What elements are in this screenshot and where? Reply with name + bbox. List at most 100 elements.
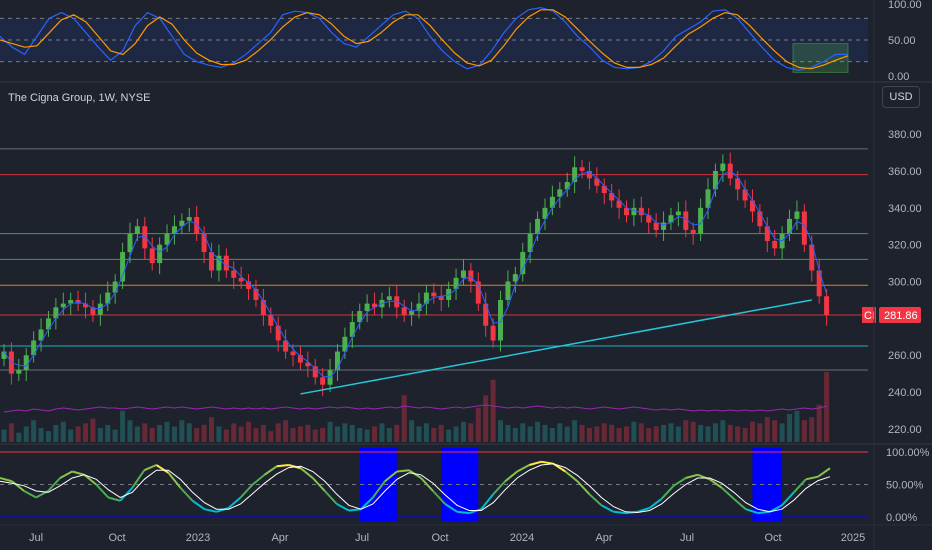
candle-body: [757, 211, 763, 227]
oscillator-colored-line: [637, 506, 650, 513]
volume-bar: [120, 410, 126, 442]
volume-bar: [749, 421, 755, 442]
volume-bar: [787, 414, 793, 442]
volume-bar: [423, 423, 429, 442]
volume-bar: [231, 423, 237, 442]
volume-bar: [342, 423, 348, 442]
candle-body: [97, 303, 103, 315]
oscillator-colored-line: [769, 504, 783, 513]
oscillator-colored-line: [47, 477, 61, 492]
oscillator-colored-line: [227, 496, 242, 509]
oscillator-colored-line: [119, 487, 134, 502]
volume-bar: [409, 420, 415, 442]
volume-bar: [334, 426, 340, 442]
volume-bar: [586, 428, 592, 442]
currency-button[interactable]: USD: [882, 86, 920, 108]
candle-body: [75, 299, 81, 304]
volume-bar: [327, 421, 333, 442]
price-tick-label: 380.00: [888, 129, 922, 141]
candle-body: [490, 325, 496, 341]
volume-bar: [171, 426, 177, 442]
volume-bar: [757, 423, 763, 442]
stochastic-k-line: [0, 6, 848, 71]
volume-bar: [720, 420, 726, 442]
volume-bar: [735, 426, 741, 442]
oscillator-colored-line: [216, 506, 229, 513]
oscillator-colored-line: [251, 473, 266, 486]
volume-bar: [164, 421, 170, 442]
candle-body: [483, 303, 489, 326]
oscillator-colored-line: [793, 478, 807, 493]
candle-body: [572, 167, 578, 183]
volume-bar: [483, 395, 489, 442]
oscillator-colored-line: [95, 483, 110, 499]
volume-bar: [268, 431, 274, 442]
candle-body: [801, 211, 807, 245]
volume-bar: [616, 428, 622, 442]
oscillator-colored-line: [745, 508, 759, 515]
candle-body: [668, 215, 674, 223]
candle-body: [772, 240, 778, 249]
volume-bar: [1, 429, 7, 442]
volume-bar: [631, 421, 637, 442]
price-panel[interactable]: [0, 148, 868, 396]
candle-body: [201, 233, 207, 253]
volume-bar: [416, 426, 422, 442]
candle-body: [149, 248, 155, 264]
candle-body: [653, 222, 659, 230]
oscillator-signal-line: [0, 463, 831, 514]
price-tick-label: 340.00: [888, 203, 922, 215]
volume-bar: [357, 428, 363, 442]
stochastic-tick-label: 100.00: [888, 0, 922, 11]
volume-bar: [149, 428, 155, 442]
volume-bar: [690, 421, 696, 442]
volume-bar: [594, 426, 600, 442]
candle-body: [349, 322, 355, 337]
candle-body: [186, 217, 192, 221]
volume-bar: [260, 424, 266, 442]
oscillator-colored-line: [576, 480, 591, 495]
volume-bar: [31, 420, 37, 442]
candle-body: [275, 325, 281, 341]
time-tick-label: Oct: [108, 532, 125, 544]
candle-body: [475, 281, 481, 304]
candle-body: [372, 303, 378, 308]
oscillator-colored-line: [685, 473, 698, 479]
oscillator-colored-line: [143, 464, 157, 472]
volume-bar: [764, 417, 770, 442]
candle-body: [549, 196, 555, 208]
volume-bar: [364, 429, 370, 442]
candle-body: [171, 226, 177, 234]
candle-body: [179, 220, 185, 227]
volume-bar: [609, 424, 615, 442]
oscillator-tick-label: 50.00%: [886, 480, 924, 492]
volume-bar: [157, 424, 163, 442]
volume-bar: [305, 424, 311, 442]
candle-body: [564, 182, 570, 190]
candle-body: [698, 207, 704, 234]
oscillator-colored-line: [781, 491, 795, 506]
candle-body: [90, 307, 96, 315]
volume-bar: [60, 421, 66, 442]
oscillator-colored-line: [108, 496, 121, 502]
candle-body: [616, 200, 622, 208]
candle-body: [498, 299, 504, 341]
volume-bar: [705, 426, 711, 442]
oscillator-colored-line: [648, 498, 663, 509]
volume-bar: [668, 423, 674, 442]
volume-bar: [646, 428, 652, 442]
volume-bar: [638, 423, 644, 442]
candle-body: [816, 270, 822, 297]
oscillator-colored-line: [360, 496, 374, 510]
time-tick-label: Apr: [271, 532, 288, 544]
price-tick-label: 360.00: [888, 166, 922, 178]
volume-bar: [661, 424, 667, 442]
volume-bar: [505, 424, 511, 442]
candle-body: [557, 189, 563, 197]
oscillator-colored-line: [552, 462, 566, 473]
volume-bar: [312, 429, 318, 442]
candle-body: [260, 299, 266, 315]
oscillator-colored-line: [805, 475, 819, 481]
volume-bar: [698, 424, 704, 442]
